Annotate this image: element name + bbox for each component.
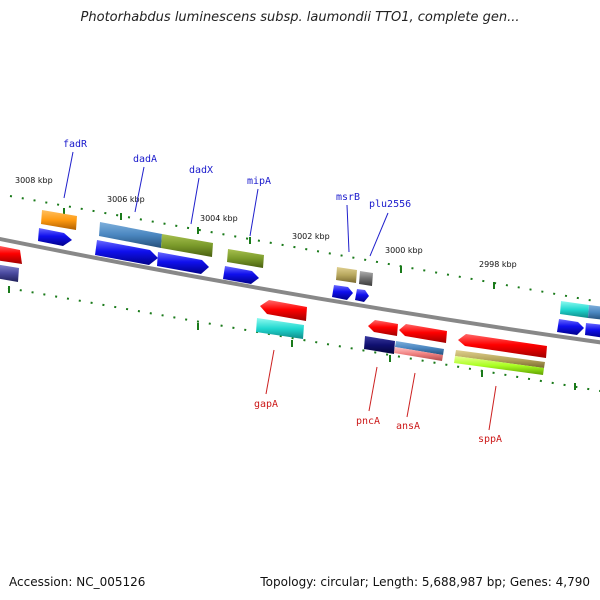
- gene-label-gapA[interactable]: gapA: [254, 399, 278, 410]
- gene-label-dadX[interactable]: dadX: [189, 165, 213, 176]
- gene-label-pncA[interactable]: pncA: [356, 416, 380, 427]
- cds-arrow-sppA[interactable]: [458, 334, 547, 358]
- gene-label-plu2556[interactable]: plu2556: [369, 199, 411, 210]
- kbp-label-3004: 3004 kbp: [200, 214, 238, 223]
- sppA-gene-bar-upper[interactable]: [455, 350, 545, 368]
- msrB-gene-bar[interactable]: [336, 267, 357, 283]
- gene-label-dadA[interactable]: dadA: [133, 154, 157, 165]
- dadX-gene-bar[interactable]: [161, 234, 213, 257]
- dadA-gene-bar[interactable]: [99, 222, 162, 248]
- genome-summary-label: Topology: circular; Length: 5,688,987 bp…: [260, 575, 590, 589]
- kbp-label-3008: 3008 kbp: [15, 176, 53, 185]
- cds-arrow-fadR[interactable]: [38, 228, 72, 246]
- ansA-gene-bar-upper[interactable]: [395, 341, 444, 355]
- right-edge-steel-bar[interactable]: [588, 305, 600, 320]
- gapA-gene-bar[interactable]: [256, 318, 304, 339]
- cds-arrow-dadA[interactable]: [95, 240, 158, 265]
- pncA-gene-bar[interactable]: [364, 336, 395, 354]
- cds-arrow-msrB[interactable]: [332, 285, 353, 300]
- kbp-label-2998: 2998 kbp: [479, 260, 517, 269]
- ansA-gene-bar-lower[interactable]: [394, 347, 443, 361]
- right-edge-cds-arrow-1[interactable]: [557, 319, 584, 335]
- cds-arrow-plu2556[interactable]: [355, 289, 369, 302]
- callout-lines-bottom: [265, 349, 497, 431]
- cds-arrow-left-edge[interactable]: [0, 245, 22, 264]
- right-edge-cyan-bar[interactable]: [560, 301, 589, 318]
- gene-label-fadR[interactable]: fadR: [63, 139, 88, 150]
- kbp-label-3006: 3006 kbp: [107, 195, 145, 204]
- genome-backbone: [0, 236, 600, 345]
- gene-label-sppA[interactable]: sppA: [478, 434, 502, 445]
- map-title: Photorhabdus luminescens subsp. laumondi…: [80, 10, 520, 25]
- left-edge-gene-bar[interactable]: [0, 264, 19, 282]
- mipA-gene-bar[interactable]: [227, 249, 264, 268]
- cds-arrow-dadX[interactable]: [157, 252, 209, 274]
- cds-arrow-pncA[interactable]: [368, 320, 398, 336]
- kbp-label-3002: 3002 kbp: [292, 232, 330, 241]
- gene-label-ansA[interactable]: ansA: [396, 421, 420, 432]
- gene-label-msrB[interactable]: msrB: [336, 192, 360, 203]
- callout-lines-top: [63, 151, 389, 257]
- right-edge-cds-arrow-2[interactable]: [585, 323, 600, 338]
- accession-label: Accession: NC_005126: [9, 575, 146, 589]
- cds-arrow-ansA[interactable]: [399, 324, 447, 343]
- sppA-gene-bar-lower[interactable]: [454, 356, 544, 375]
- cds-arrow-mipA[interactable]: [223, 266, 259, 284]
- gene-label-mipA[interactable]: mipA: [247, 176, 271, 187]
- cds-arrow-gapA[interactable]: [260, 300, 307, 321]
- fadR-gene-bar[interactable]: [41, 210, 77, 230]
- inner-tick-ring: [7, 287, 600, 392]
- plu2556-gene-bar[interactable]: [359, 271, 373, 286]
- kbp-label-3000: 3000 kbp: [385, 246, 423, 255]
